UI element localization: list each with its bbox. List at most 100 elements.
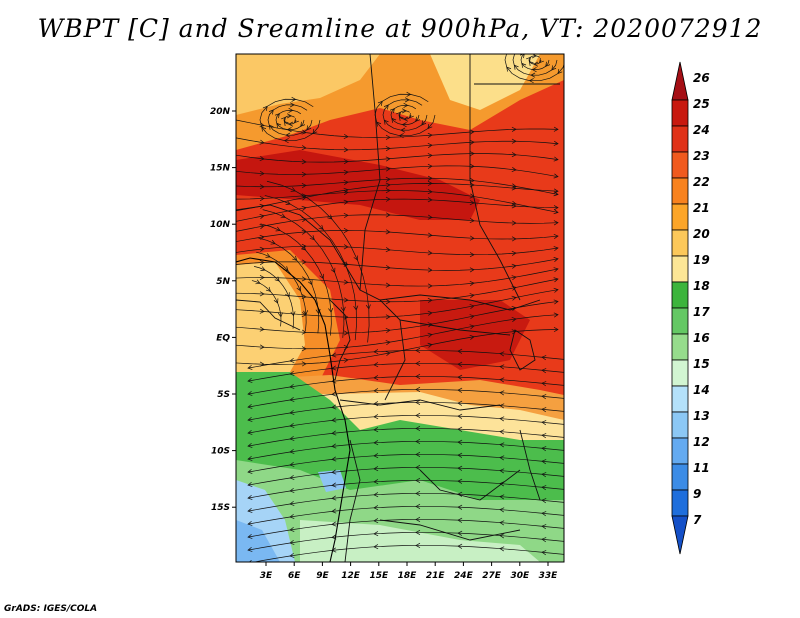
stream-arrow [385,188,391,194]
stream-arrow [457,452,463,458]
colorbar-swatch [671,437,689,465]
stream-arrow [427,267,433,273]
stream-arrow [276,122,282,128]
stream-arrow [457,478,463,484]
stream-arrow [273,298,279,304]
lon-label: 27E [482,571,502,581]
stream-arrow [427,189,433,195]
stream-arrow [469,139,475,145]
stream-arrow [553,140,559,146]
stream-arrow [385,146,391,152]
streamline [266,180,370,343]
streamline [236,329,559,365]
stream-arrow [404,97,410,103]
lat-label: 20N [210,107,231,117]
stream-arrow [553,312,559,318]
colorbar-label: 23 [693,149,710,163]
stream-arrow [553,220,559,226]
stream-arrow [259,326,265,332]
stream-arrow [288,107,294,113]
colorbar-label: 11 [693,461,710,475]
stream-arrow [427,342,433,348]
stream-arrow [259,196,265,202]
stream-arrow [469,267,475,273]
streamline [264,195,357,341]
stream-arrow [469,280,475,286]
stream-arrow [373,440,379,446]
stream-arrow [301,129,307,135]
streamline [236,177,559,195]
stream-arrow [247,533,253,539]
stream-arrow [343,147,349,153]
stream-arrow [301,346,307,352]
stream-arrow [331,521,337,527]
streamline [236,289,559,318]
lon-label: 3E [260,571,273,581]
streamline [247,493,564,512]
stream-arrow [396,111,401,117]
stream-arrow [469,252,475,258]
stream-arrow [553,299,559,305]
colorbar-swatch [671,99,689,127]
stream-arrow [553,267,559,273]
field-blue-sw-deep [236,520,280,562]
stream-arrow [541,459,547,465]
stream-arrow [265,253,271,258]
streamline [236,137,559,151]
stream-arrow [499,507,505,513]
stream-arrow [530,72,536,78]
colorbar-swatch [671,61,689,101]
stream-arrow [526,56,531,62]
stream-arrow [343,330,349,336]
stream-arrow [274,113,280,119]
stream-arrow [469,200,475,206]
stream-arrow [343,199,349,205]
stream-arrow [373,349,379,355]
stream-arrow [511,295,517,301]
streamline [236,214,559,232]
lat-label: 15S [211,503,230,513]
stream-arrow [457,387,463,393]
stream-arrow [427,214,433,220]
stream-arrow [343,187,349,193]
stream-arrow [415,347,421,353]
colorbar-label: 24 [693,123,710,137]
streamline [236,198,559,222]
stream-arrow [427,142,433,148]
stream-arrow [301,245,307,251]
stream-arrow [301,183,307,189]
stream-arrow [469,235,475,241]
field-west-pale [236,262,305,372]
stream-arrow [247,507,253,513]
lon-label: 18E [398,571,418,581]
stream-arrow [499,468,505,474]
colorbar-label: 20 [693,227,710,241]
stream-arrow [553,156,559,162]
stream-arrow [541,472,547,478]
longitude-axis: 3E 6E 9E 12E 15E 18E 21E 24E 27E 30E 33E [260,562,558,581]
lat-label: 5N [216,277,230,287]
stream-arrow [373,388,379,394]
stream-arrow [247,494,253,500]
stream-arrow [373,414,379,420]
streamline [236,190,559,213]
stream-arrow [289,396,295,402]
streamline [247,402,564,421]
stream-arrow [457,413,463,419]
stream-arrow [541,524,547,530]
lon-label: 12E [341,571,361,581]
stream-arrow [373,479,379,485]
stream-arrow [327,214,333,220]
stream-arrow [421,120,427,126]
stream-arrow [545,61,551,67]
colorbar-label: 25 [693,97,710,111]
stream-arrow [403,102,409,108]
stream-arrow [385,247,391,253]
stream-arrow [511,185,517,191]
stream-arrow [457,348,463,354]
stream-arrow [289,383,295,389]
stream-arrow [409,113,414,119]
stream-arrow [499,403,505,409]
latitude-axis: 20N 15N 10N 5N EQ 5S 10S 15S [210,107,236,513]
